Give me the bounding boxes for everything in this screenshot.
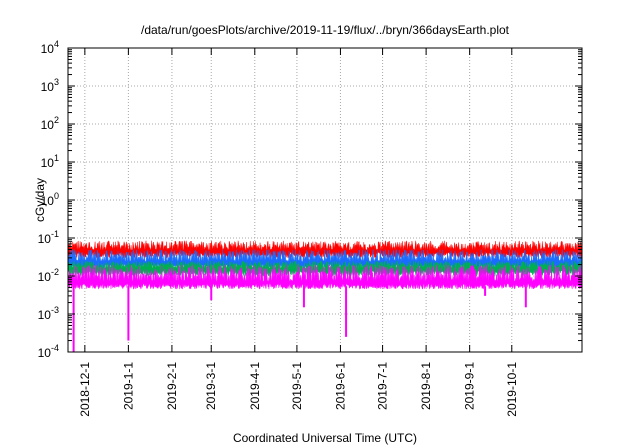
y-tick-exponent: -1: [51, 229, 59, 239]
y-tick-base: 10: [38, 232, 52, 246]
y-tick-label: 102: [41, 115, 59, 132]
y-tick-exponent: 3: [54, 77, 59, 87]
y-tick-exponent: -2: [51, 267, 59, 277]
x-axis-label: Coordinated Universal Time (UTC): [233, 431, 417, 445]
y-tick-label: 10-4: [38, 343, 59, 360]
y-tick-label: 100: [41, 191, 59, 208]
y-axis-label: cGy/day: [33, 178, 47, 222]
y-tick-exponent: 0: [54, 191, 59, 201]
y-tick-label: 10-3: [38, 305, 59, 322]
y-tick-base: 10: [38, 346, 52, 360]
y-tick-base: 10: [41, 80, 55, 94]
x-tick-label: 2019-8-1: [419, 362, 433, 410]
y-tick-label: 10-2: [38, 267, 59, 284]
x-axis: 2018-12-1 2019-1-1 2019-2-1 2019-3-1 2019-4-…: [78, 48, 519, 417]
y-tick-label: 104: [41, 39, 59, 56]
y-tick-base: 10: [38, 308, 52, 322]
y-tick-base: 10: [38, 270, 52, 284]
x-tick-label: 2019-2-1: [165, 362, 179, 410]
y-tick-base: 10: [41, 118, 55, 132]
y-tick-label: 10-1: [38, 229, 59, 246]
series-layer: [67, 239, 583, 352]
y-tick-exponent: 1: [54, 153, 59, 163]
x-tick-label: 2019-5-1: [290, 362, 304, 410]
x-tick-label: 2019-3-1: [204, 362, 218, 410]
x-tick-label: 2019-6-1: [333, 362, 347, 410]
x-tick-label: 2019-4-1: [248, 362, 262, 410]
y-tick-exponent: -4: [51, 343, 59, 353]
x-tick-label: 2019-7-1: [376, 362, 390, 410]
y-tick-base: 10: [41, 194, 55, 208]
x-tick-label: 2019-10-1: [505, 362, 519, 417]
x-tick-label: 2018-12-1: [78, 362, 92, 417]
x-tick-label: 2019-9-1: [463, 362, 477, 410]
y-tick-label: 101: [41, 153, 59, 170]
x-tick-label: 2019-1-1: [121, 362, 135, 410]
y-tick-exponent: 2: [54, 115, 59, 125]
y-tick-label: 103: [41, 77, 59, 94]
y-tick-base: 10: [41, 156, 55, 170]
chart-title: /data/run/goesPlots/archive/2019-11-19/f…: [141, 23, 510, 37]
y-tick-base: 10: [41, 42, 55, 56]
plot-frame: [67, 47, 583, 353]
y-tick-exponent: 4: [54, 39, 59, 49]
chart-grid: [68, 48, 582, 352]
y-tick-exponent: -3: [51, 305, 59, 315]
